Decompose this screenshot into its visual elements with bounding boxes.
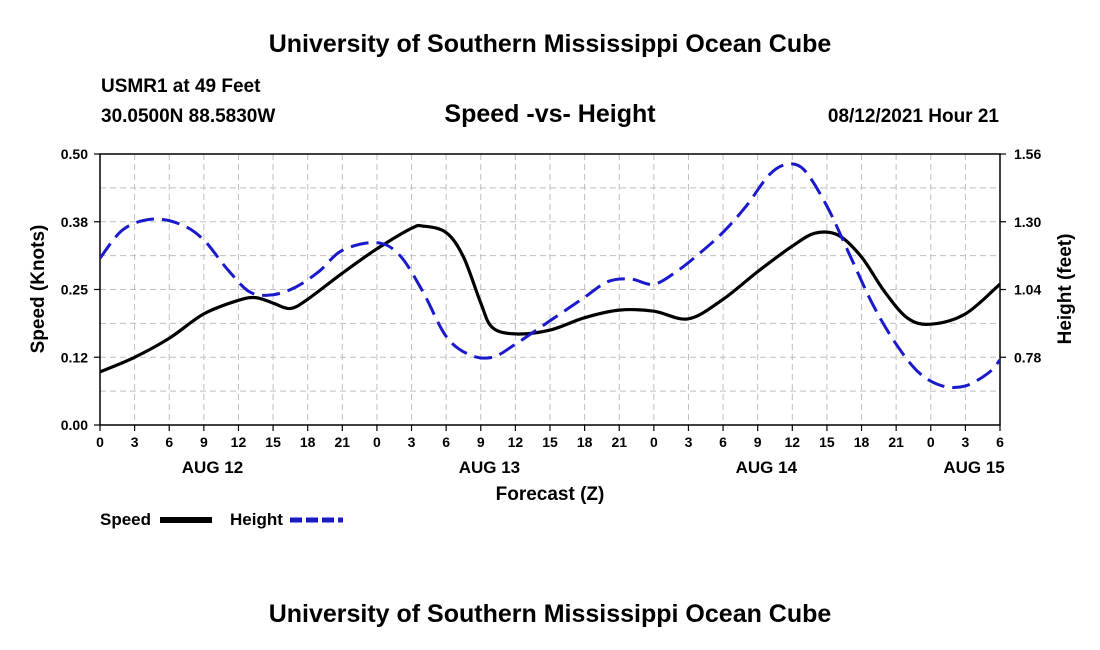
x-tick-label: 15: [819, 434, 835, 450]
y-tick-label: 0.00: [61, 417, 88, 433]
chart-title: Speed -vs- Height: [444, 100, 656, 128]
legend-height-label: Height: [230, 510, 283, 529]
grid-lines: [100, 154, 1000, 425]
x-tick-label: 9: [477, 434, 485, 450]
day-label: AUG 13: [459, 458, 520, 477]
x-tick-label: 6: [442, 434, 450, 450]
y2-tick-label: 1.56: [1014, 146, 1041, 162]
forecast-datetime: 08/12/2021 Hour 21: [827, 106, 999, 127]
y-axis-label: Speed (Knots): [28, 225, 49, 354]
x-tick-label: 9: [754, 434, 762, 450]
day-label: AUG 12: [182, 458, 243, 477]
x-tick-label: 12: [231, 434, 247, 450]
x-tick-label: 12: [785, 434, 801, 450]
x-tick-label: 18: [854, 434, 870, 450]
series-layer: [100, 162, 1000, 390]
x-tick-label: 6: [719, 434, 727, 450]
x-tick-label: 21: [335, 434, 351, 450]
x-tick-label: 3: [408, 434, 416, 450]
y-tick-label: 0.12: [61, 349, 88, 365]
legend: Speed Height: [100, 510, 343, 529]
x-tick-label: 0: [373, 434, 381, 450]
day-label: AUG 15: [943, 458, 1004, 477]
y2-axis-label: Height (feet): [1055, 234, 1076, 345]
y2-tick-label: 1.30: [1014, 214, 1041, 230]
y-tick-label: 0.25: [61, 282, 88, 298]
x-tick-label: 3: [685, 434, 693, 450]
footer-title: University of Southern Mississippi Ocean…: [268, 600, 832, 628]
station-coordinates: 30.0500N 88.5830W: [101, 106, 276, 127]
legend-speed-label: Speed: [100, 510, 151, 529]
x-tick-label: 0: [96, 434, 104, 450]
x-tick-label: 12: [508, 434, 524, 450]
x-tick-label: 6: [996, 434, 1004, 450]
x-tick-label: 3: [131, 434, 139, 450]
x-tick-label: 6: [165, 434, 173, 450]
day-label: AUG 14: [736, 458, 798, 477]
x-tick-label: 18: [577, 434, 593, 450]
x-axis-label: Forecast (Z): [496, 484, 605, 505]
x-tick-label: 21: [888, 434, 904, 450]
y-tick-label: 0.38: [61, 214, 88, 230]
x-tick-label: 18: [300, 434, 316, 450]
x-tick-label: 15: [265, 434, 281, 450]
y2-tick-label: 0.78: [1014, 349, 1041, 365]
x-tick-label: 0: [650, 434, 658, 450]
speed-series-line: [100, 223, 1000, 374]
x-tick-label: 21: [611, 434, 627, 450]
x-tick-label: 0: [927, 434, 935, 450]
x-tick-label: 9: [200, 434, 208, 450]
y-tick-label: 0.50: [61, 146, 88, 162]
x-tick-label: 15: [542, 434, 558, 450]
y2-tick-label: 1.04: [1014, 282, 1041, 298]
station-label: USMR1 at 49 Feet: [101, 76, 261, 97]
axis-ticks: 0 3 6 9 12 15 18 21 0 3 6 9 12 15 18 21 0 3 6 9 12 15 18 21 0 3 6A…: [61, 146, 1042, 477]
page-title: University of Southern Mississippi Ocean…: [268, 30, 832, 58]
x-tick-label: 3: [961, 434, 969, 450]
